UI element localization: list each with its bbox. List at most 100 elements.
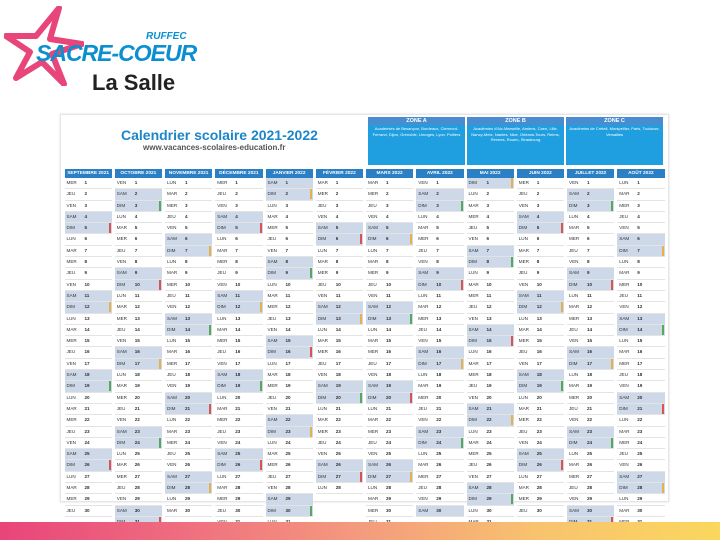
day-name: DIM — [117, 517, 125, 527]
day-name: DIM — [267, 349, 276, 355]
day-cell: LUN 9 — [466, 268, 514, 280]
day-number: 30 — [84, 507, 90, 513]
day-name: SAM — [619, 315, 630, 321]
day-name: SAM — [167, 394, 177, 400]
month-column: AOÛT 2022 LUN 1 MAR 2 MER 3 JEU 4 VEN 5 SAM 6 DIM 7 LUN… — [617, 169, 665, 529]
holiday-marker — [661, 245, 664, 256]
day-name: VEN — [468, 236, 478, 242]
day-name: LUN — [518, 394, 528, 400]
day-name: DIM — [569, 517, 577, 527]
day-number: 3 — [486, 202, 490, 208]
day-number: 21 — [235, 405, 241, 411]
day-cell: JEU 7 — [416, 246, 464, 258]
day-number: 12 — [386, 304, 392, 310]
day-cell: MER 15 — [215, 336, 263, 348]
day-name: DIM — [267, 191, 276, 197]
day-name: VEN — [619, 383, 629, 389]
day-number: 15 — [84, 338, 90, 344]
day-number: 19 — [587, 383, 593, 389]
day-number: 2 — [134, 191, 138, 197]
month-column: FÉVRIER 2022 MAR 1 MER 2 JEU 3 VEN 4 SAM 5 DIM 6 LUN 7… — [315, 169, 363, 528]
day-name: MAR — [469, 517, 479, 527]
holiday-marker — [661, 324, 664, 335]
day-number: 22 — [486, 417, 492, 423]
day-name: VEN — [217, 360, 227, 366]
day-number: 27 — [134, 473, 140, 479]
day-cell: VEN 8 — [114, 257, 162, 269]
day-number: 18 — [335, 372, 341, 378]
day-cell: VEN 4 — [315, 212, 363, 224]
day-cell: VEN 25 — [315, 449, 363, 461]
day-cell: DIM 14 — [165, 324, 213, 337]
day-cell: VEN 19 — [617, 381, 665, 393]
day-cell: MER 27 — [114, 472, 162, 484]
day-cell: MAR 5 — [567, 223, 615, 235]
day-cell: VEN 3 — [215, 201, 263, 212]
holiday-marker — [259, 302, 262, 313]
day-name: LUN — [317, 405, 327, 411]
day-cell: LUN 15 — [617, 336, 665, 348]
day-name: LUN — [518, 473, 528, 479]
day-name: MER — [518, 180, 529, 185]
day-cell: LUN 4 — [567, 212, 615, 224]
day-number: 2 — [84, 191, 88, 197]
month-header: FÉVRIER 2022 — [315, 169, 363, 178]
day-name: MER — [619, 517, 629, 527]
day-name: MAR — [468, 202, 479, 208]
day-name: SAM — [619, 236, 630, 242]
holiday-marker — [209, 245, 212, 256]
day-number: 12 — [134, 304, 140, 310]
day-cell: VEN 26 — [165, 460, 213, 472]
day-number: 13 — [536, 315, 542, 321]
day-name: SAM — [368, 383, 378, 389]
day-cell: DIM 17 — [567, 358, 615, 371]
day-name: MAR — [217, 405, 228, 411]
day-number: 20 — [386, 394, 392, 400]
day-cell: DIM 24 — [114, 437, 162, 450]
day-cell: MAR 26 — [114, 460, 162, 472]
day-name: VEN — [317, 451, 328, 457]
day-number: 21 — [486, 405, 492, 411]
day-number: 12 — [637, 304, 643, 310]
day-cell: JEU 6 — [265, 234, 313, 246]
day-number: 9 — [637, 270, 640, 276]
day-cell: MAR 5 — [114, 223, 162, 235]
holiday-marker — [259, 460, 262, 471]
day-name: VEN — [267, 485, 277, 491]
day-number: 7 — [587, 247, 590, 253]
day-name: DIM — [619, 485, 628, 491]
day-number: 4 — [637, 213, 640, 219]
calendar-title: Calendrier scolaire 2021-2022 — [121, 127, 318, 143]
day-cell: JEU 4 — [617, 212, 665, 224]
day-name: VEN — [66, 439, 76, 445]
day-number: 20 — [335, 394, 341, 400]
day-cell: VEN 15 — [114, 336, 162, 348]
day-name: DIM — [569, 281, 578, 287]
holiday-marker — [159, 279, 161, 290]
day-number: 19 — [536, 383, 542, 389]
day-cell: MAR 4 — [265, 212, 313, 224]
day-cell: SAM 11 — [64, 290, 112, 303]
day-number: 2 — [587, 191, 590, 197]
day-name: SAM — [569, 507, 579, 513]
day-cell: VEN 27 — [466, 472, 514, 484]
day-name: SAM — [317, 225, 328, 231]
day-number: 11 — [587, 292, 592, 298]
day-name: DIM — [468, 417, 477, 423]
holiday-marker — [460, 200, 463, 211]
day-cell: MAR 22 — [366, 415, 414, 427]
month-column: JUILLET 2022 VEN 1 SAM 2 DIM 3 LUN 4 MAR 5 MER 6 JEU 7… — [567, 169, 615, 529]
day-name: SAM — [66, 372, 77, 378]
day-cell: LUN 16 — [466, 347, 514, 359]
day-cell: MAR 21 — [215, 404, 263, 416]
day-number: 13 — [185, 315, 191, 321]
month-column: MARS 2022 MAR 1 MER 2 JEU 3 VEN 4 SAM 5 DIM 6 LUN 7 MAR… — [366, 169, 414, 529]
day-number: 28 — [587, 485, 593, 491]
day-number: 6 — [587, 236, 590, 242]
day-number: 7 — [185, 247, 188, 253]
day-cell: JEU 7 — [114, 246, 162, 258]
day-number: 7 — [436, 247, 439, 253]
day-number: 7 — [486, 247, 490, 253]
day-name: MAR — [317, 259, 328, 265]
day-cell: SAM 18 — [215, 370, 263, 382]
